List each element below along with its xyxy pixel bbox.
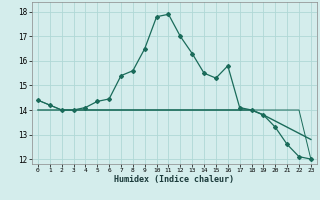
X-axis label: Humidex (Indice chaleur): Humidex (Indice chaleur) — [115, 175, 234, 184]
